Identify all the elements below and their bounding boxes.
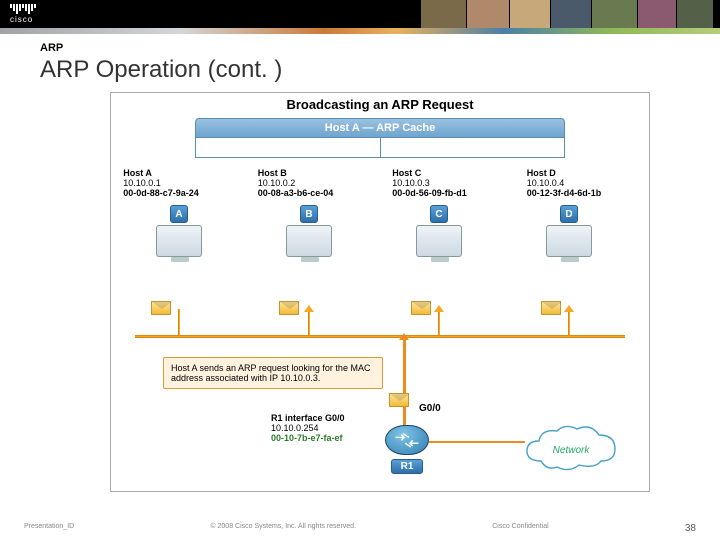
arrow-up-icon [564, 305, 574, 312]
bus-drop [568, 309, 570, 335]
slide-title: ARP Operation (cont. ) [40, 56, 720, 84]
bus-drop [178, 309, 180, 335]
router-cloud-link [429, 441, 525, 443]
router-label: R1 [391, 459, 423, 474]
host-badge: B [300, 205, 318, 223]
monitor-icon [546, 225, 592, 257]
network-bus [135, 335, 625, 338]
router-uplink [403, 337, 406, 429]
cloud-label: Network [553, 445, 591, 456]
diagram-title: Broadcasting an ARP Request [111, 97, 649, 112]
photo-thumb [510, 0, 550, 28]
arrow-up-icon [399, 333, 409, 340]
host-badge: C [430, 205, 448, 223]
photo-strip [420, 0, 720, 28]
router-mac: 00-10-7b-e7-fa-ef [271, 433, 345, 443]
arp-cache-box: Host A — ARP Cache [195, 118, 565, 158]
envelope-icon [411, 301, 431, 315]
host-ip: 10.10.0.4 [527, 178, 637, 188]
host-info: Host A10.10.0.100-0d-88-c7-9a-24 [123, 168, 233, 198]
footer-left: Presentation_ID [24, 523, 74, 534]
footer-center: © 2008 Cisco Systems, Inc. All rights re… [210, 523, 356, 534]
router-ip: 10.10.0.254 [271, 423, 345, 433]
host-pc: D [534, 204, 604, 257]
photo-thumb [677, 0, 713, 28]
photo-thumb [551, 0, 591, 28]
photo-thumb [592, 0, 637, 28]
host-mac: 00-0d-88-c7-9a-24 [123, 188, 233, 198]
host-name: Host A [123, 168, 233, 178]
host-ip: 10.10.0.3 [392, 178, 502, 188]
arp-cache-header: Host A — ARP Cache [195, 118, 565, 138]
router-icon [385, 425, 429, 455]
host-info: Host C10.10.0.300-0d-56-09-fb-d1 [392, 168, 502, 198]
host-name: Host B [258, 168, 368, 178]
photo-thumb [638, 0, 676, 28]
diagram-frame: Broadcasting an ARP Request Host A — ARP… [110, 92, 650, 492]
envelope-icon [279, 301, 299, 315]
host-ip: 10.10.0.2 [258, 178, 368, 188]
cisco-logo: cisco [10, 4, 36, 24]
bus-drop [438, 309, 440, 335]
host-pc: C [404, 204, 474, 257]
host-info: Host B10.10.0.200-08-a3-b6-ce-04 [258, 168, 368, 198]
arp-cache-body [195, 138, 565, 158]
host-mac: 00-0d-56-09-fb-d1 [392, 188, 502, 198]
monitor-icon [286, 225, 332, 257]
host-name: Host D [527, 168, 637, 178]
photo-thumb [467, 0, 509, 28]
monitor-icon [416, 225, 462, 257]
arrow-up-icon [434, 305, 444, 312]
router-info: R1 interface G0/0 10.10.0.254 00-10-7b-e… [271, 413, 345, 443]
envelope-icon [151, 301, 171, 315]
monitor-icon [156, 225, 202, 257]
host-badge: D [560, 205, 578, 223]
arrow-up-icon [304, 305, 314, 312]
caption-box: Host A sends an ARP request looking for … [163, 357, 383, 389]
host-info: Host D10.10.0.400-12-3f-d4-6d-1b [527, 168, 637, 198]
footer: Presentation_ID © 2008 Cisco Systems, In… [0, 523, 720, 534]
page-number: 38 [685, 523, 696, 534]
host-pc: A [144, 204, 214, 257]
host-pc: B [274, 204, 344, 257]
gradient-bar [0, 28, 720, 34]
host-mac: 00-08-a3-b6-ce-04 [258, 188, 368, 198]
computers-row: A B C D [111, 204, 649, 284]
host-name: Host C [392, 168, 502, 178]
envelope-icon [541, 301, 561, 315]
envelope-icon [389, 393, 409, 407]
network-cloud: Network [521, 423, 621, 473]
footer-right: Cisco Confidential [492, 523, 548, 534]
photo-thumb [421, 0, 466, 28]
section-label: ARP [40, 42, 720, 54]
top-bar: cisco [0, 0, 720, 28]
hosts-row: Host A10.10.0.100-0d-88-c7-9a-24Host B10… [111, 168, 649, 198]
interface-label: G0/0 [419, 403, 441, 414]
bus-drop [308, 309, 310, 335]
host-mac: 00-12-3f-d4-6d-1b [527, 188, 637, 198]
cisco-text: cisco [10, 15, 33, 24]
host-ip: 10.10.0.1 [123, 178, 233, 188]
host-badge: A [170, 205, 188, 223]
router-iface-full: R1 interface G0/0 [271, 413, 345, 423]
